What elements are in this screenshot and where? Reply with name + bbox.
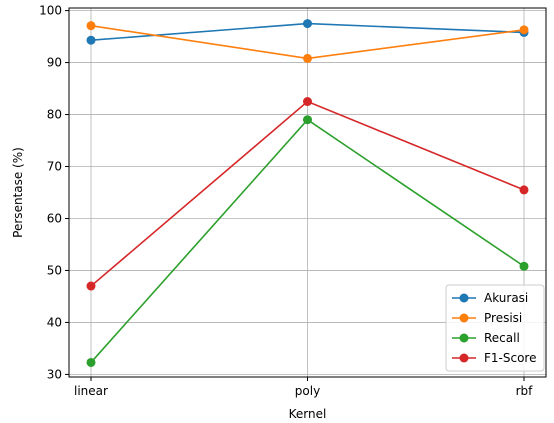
legend-label: Recall	[484, 331, 520, 345]
legend-marker	[459, 353, 469, 363]
legend: Akurasi Presisi Recall F1-Score	[445, 284, 545, 372]
data-point	[86, 35, 96, 45]
legend-marker	[459, 313, 469, 323]
y-tick-label: 50	[47, 263, 62, 277]
data-point	[519, 185, 529, 195]
grid	[69, 8, 546, 377]
data-point	[519, 261, 529, 271]
data-point	[303, 53, 312, 63]
data-point	[86, 281, 96, 291]
ticks: 30 40 50 60 70 80 90 100 linear poly rbf	[39, 4, 533, 398]
y-axis-label: Persentase (%)	[11, 147, 25, 238]
y-tick-label: 30	[47, 367, 62, 381]
data-point	[303, 97, 312, 107]
legend-box	[445, 284, 545, 372]
series-akurasi	[86, 19, 529, 45]
series-f1-score	[86, 97, 529, 291]
legend-item: Akurasi	[452, 291, 528, 305]
y-tick-label: 90	[47, 56, 62, 70]
data-point	[519, 25, 529, 35]
x-tick-label: linear	[74, 384, 108, 398]
y-tick-label: 100	[39, 4, 62, 18]
y-tick-label: 80	[47, 108, 62, 122]
legend-marker	[459, 333, 469, 343]
x-axis-label: Kernel	[289, 407, 327, 421]
legend-marker	[459, 293, 469, 303]
legend-item: Recall	[452, 331, 520, 345]
legend-label: F1-Score	[484, 351, 536, 365]
y-tick-label: 70	[47, 160, 62, 174]
data-point	[86, 21, 96, 31]
data-point	[86, 357, 96, 367]
series-recall	[86, 115, 529, 367]
y-tick-label: 40	[47, 315, 62, 329]
legend-label: Akurasi	[484, 291, 528, 305]
data-point	[303, 115, 312, 125]
y-tick-label: 60	[47, 211, 62, 225]
series-layer	[86, 19, 529, 367]
x-tick-label: rbf	[516, 384, 534, 398]
x-tick-label: poly	[295, 384, 320, 398]
legend-label: Presisi	[484, 311, 522, 325]
legend-item: Presisi	[452, 311, 522, 325]
series-presisi	[86, 21, 529, 63]
legend-item: F1-Score	[452, 351, 536, 365]
data-point	[303, 19, 312, 29]
